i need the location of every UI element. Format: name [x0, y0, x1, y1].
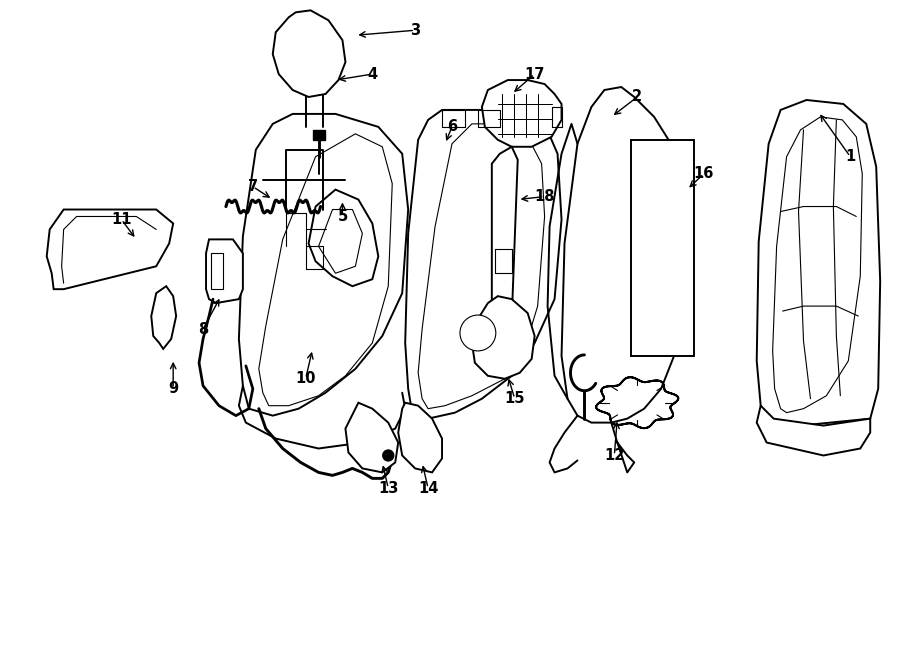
Text: 3: 3	[410, 22, 420, 38]
Text: 11: 11	[111, 212, 131, 227]
Text: 9: 9	[168, 381, 178, 396]
Polygon shape	[405, 110, 562, 418]
Text: 5: 5	[338, 209, 347, 224]
Polygon shape	[491, 147, 518, 323]
Text: 1: 1	[845, 149, 855, 164]
Text: 6: 6	[447, 120, 457, 134]
Polygon shape	[472, 296, 535, 379]
Text: 4: 4	[367, 67, 377, 81]
Polygon shape	[259, 134, 392, 406]
Polygon shape	[206, 239, 243, 303]
Polygon shape	[757, 100, 880, 428]
Text: 13: 13	[378, 481, 399, 496]
Text: 14: 14	[418, 481, 438, 496]
Polygon shape	[151, 286, 176, 349]
Polygon shape	[757, 406, 870, 455]
Text: 15: 15	[505, 391, 525, 407]
Text: 8: 8	[198, 321, 208, 336]
Text: 16: 16	[694, 166, 714, 181]
Text: 7: 7	[248, 179, 258, 194]
Text: 12: 12	[604, 448, 625, 463]
Text: 17: 17	[525, 67, 544, 81]
Circle shape	[382, 450, 393, 461]
Polygon shape	[273, 11, 346, 97]
Polygon shape	[562, 87, 687, 422]
Polygon shape	[309, 190, 378, 286]
Polygon shape	[631, 140, 694, 356]
Text: 2: 2	[632, 89, 643, 104]
Polygon shape	[398, 403, 442, 473]
Polygon shape	[482, 80, 562, 147]
Text: 10: 10	[295, 371, 316, 386]
Polygon shape	[346, 403, 398, 473]
Polygon shape	[772, 117, 862, 412]
Polygon shape	[47, 210, 173, 289]
Circle shape	[460, 315, 496, 351]
Polygon shape	[418, 124, 544, 408]
Polygon shape	[238, 114, 409, 416]
Text: 18: 18	[535, 189, 555, 204]
Bar	[312, 130, 325, 140]
Polygon shape	[211, 253, 223, 289]
